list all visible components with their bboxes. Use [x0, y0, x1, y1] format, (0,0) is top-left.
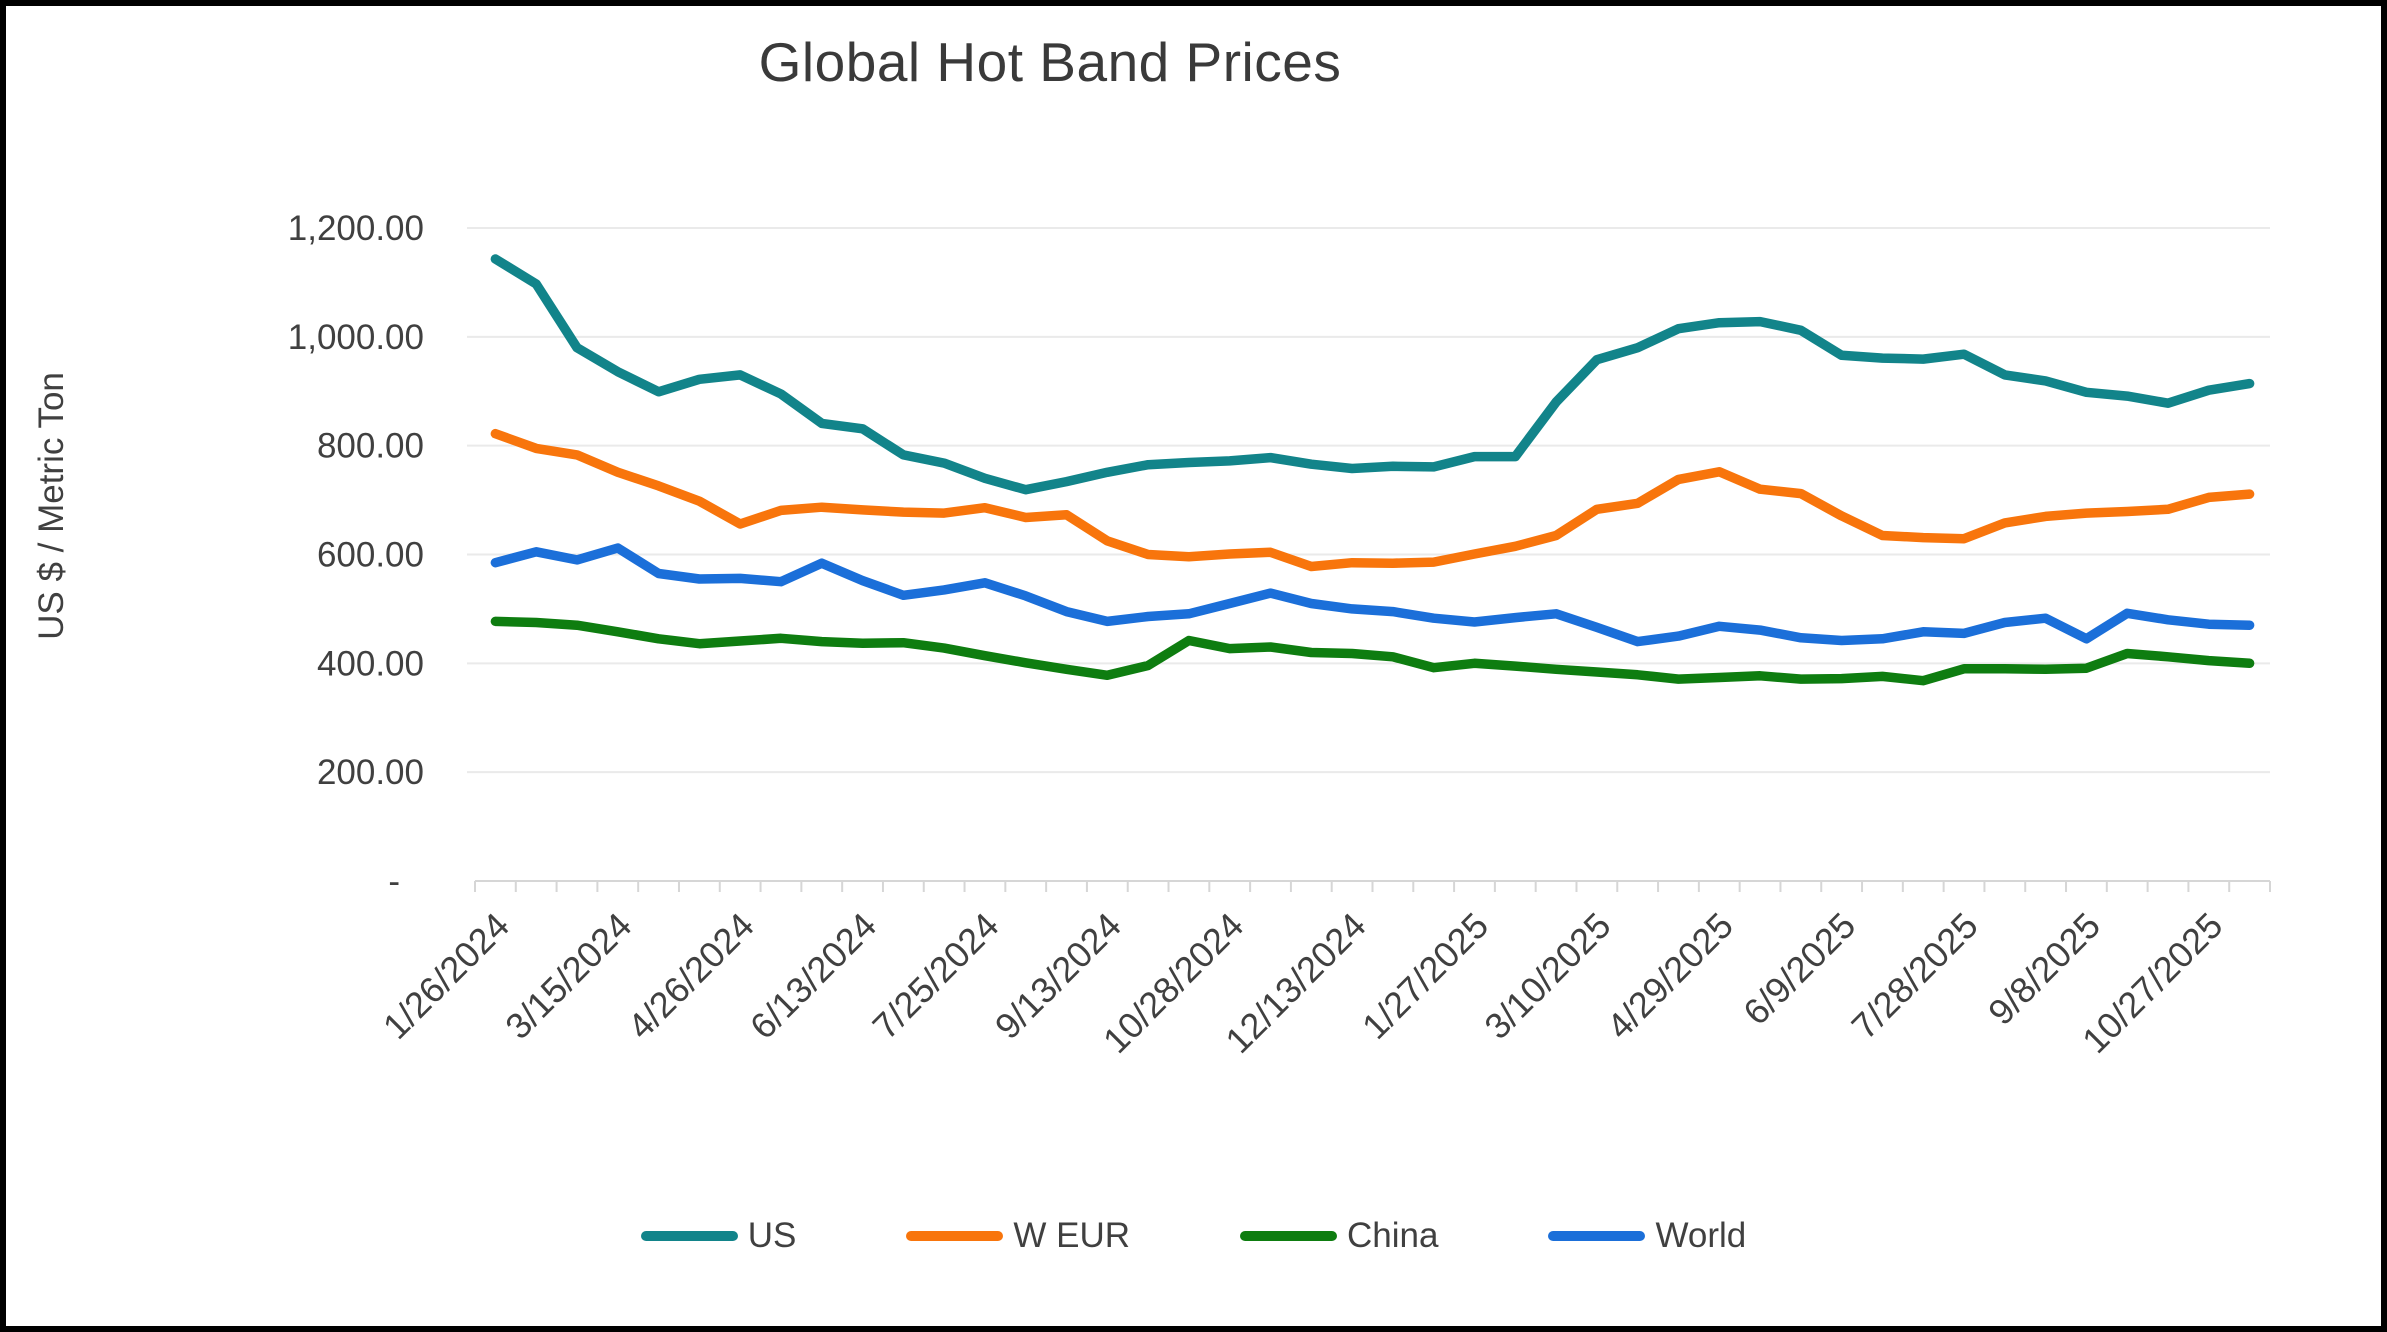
legend-swatch-w-eur	[906, 1230, 1004, 1241]
x-tick-label: 9/8/2025	[1980, 905, 2108, 1033]
legend-label-w-eur: W EUR	[1013, 1216, 1131, 1255]
legend-swatch-china	[1240, 1230, 1338, 1241]
series-line-w-eur	[490, 428, 2255, 572]
legend-swatch-world	[1548, 1230, 1646, 1241]
x-tick-label: 4/29/2025	[1599, 905, 1741, 1047]
y-tick-label: 200.00	[317, 753, 424, 792]
legend-item-world: World	[1548, 1218, 1746, 1253]
legend-item-china: China	[1240, 1218, 1438, 1253]
y-tick-label: 1,200.00	[288, 209, 424, 248]
legend-swatch-us	[640, 1230, 738, 1241]
x-tick-label: 4/26/2024	[620, 905, 762, 1047]
legend: US W EUR China World	[0, 1218, 2387, 1253]
series-line-us	[490, 254, 2255, 495]
y-tick-label: 800.00	[317, 427, 424, 466]
x-tick-label: 3/10/2025	[1476, 905, 1618, 1047]
x-tick-label: 6/9/2025	[1735, 905, 1863, 1033]
chart-title: Global Hot Band Prices	[758, 31, 1342, 93]
legend-item-w-eur: W EUR	[906, 1218, 1130, 1253]
y-tick-label: 1,000.00	[288, 318, 424, 357]
legend-label-china: China	[1347, 1216, 1439, 1255]
legend-label-us: US	[747, 1216, 797, 1255]
legend-item-us: US	[640, 1216, 797, 1255]
x-tick-label: 7/25/2024	[864, 905, 1006, 1047]
series-line-china	[490, 616, 2255, 686]
x-tick-label: 1/26/2024	[375, 905, 517, 1047]
y-tick-label: 400.00	[317, 644, 424, 683]
legend-label-world: World	[1655, 1216, 1747, 1255]
x-tick-label: 1/27/2025	[1354, 905, 1496, 1047]
x-tick-label: 6/13/2024	[742, 905, 884, 1047]
y-tick-label: -	[388, 862, 400, 901]
series-line-world	[490, 543, 2255, 647]
x-tick-label: 7/28/2025	[1843, 905, 1985, 1047]
x-tick-label: 3/15/2024	[497, 905, 639, 1047]
y-tick-label: 600.00	[317, 536, 424, 575]
